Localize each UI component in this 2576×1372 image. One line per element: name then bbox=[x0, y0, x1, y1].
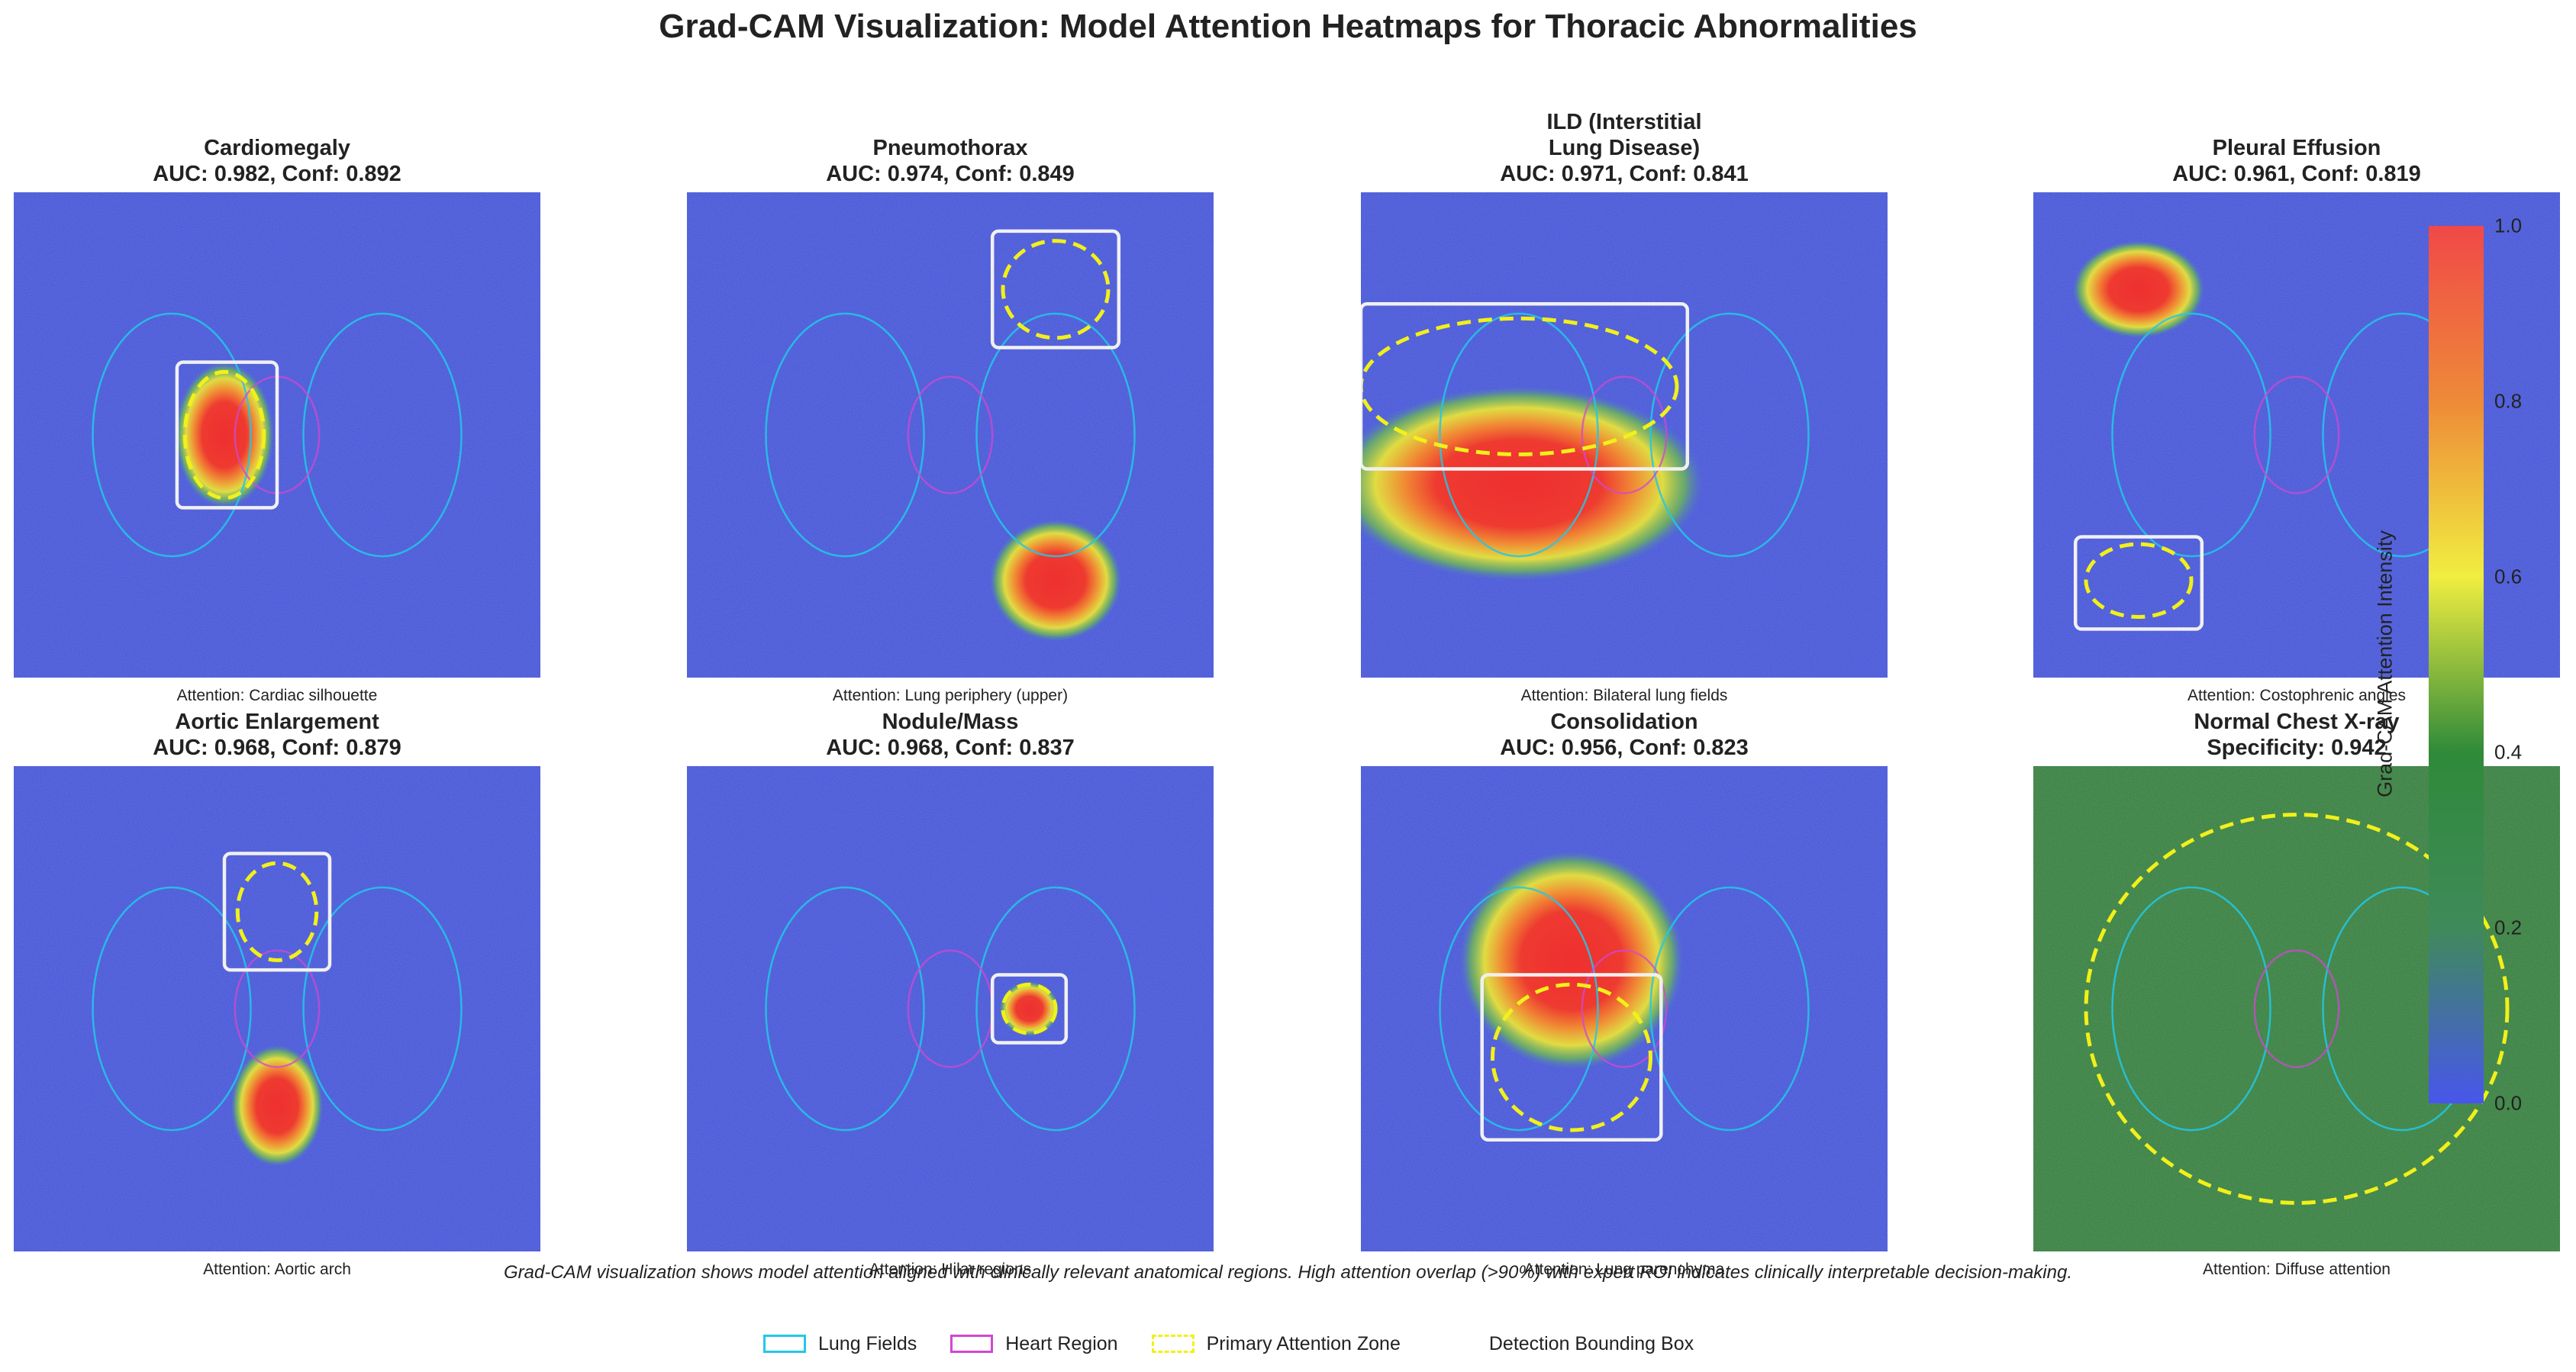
panel-title: Consolidation bbox=[1550, 710, 1698, 734]
heart-outline bbox=[2253, 949, 2340, 1068]
right-lung-outline bbox=[302, 886, 463, 1132]
attention-hotspot bbox=[999, 981, 1059, 1036]
panel-title: Aortic Enlargement bbox=[175, 710, 379, 734]
colorbar-tick-label: 0.8 bbox=[2494, 389, 2523, 413]
left-lung-outline bbox=[1439, 312, 1599, 558]
left-lung-outline bbox=[765, 886, 925, 1132]
primary-attention-zone bbox=[182, 369, 266, 501]
legend-item-bounding-box: Detection Bounding Box bbox=[1433, 1332, 1694, 1355]
legend-item-heart-region: Heart Region bbox=[950, 1332, 1118, 1355]
detection-bounding-box bbox=[1480, 973, 1663, 1142]
heart-region-legend-swatch bbox=[950, 1335, 994, 1353]
colorbar-label: Grad-CAM Attention Intensity bbox=[2373, 530, 2397, 797]
legend: Lung Fields Heart Region Primary Attenti… bbox=[763, 1331, 1694, 1357]
bounding-box-legend-swatch bbox=[1433, 1335, 1477, 1353]
legend-label: Detection Bounding Box bbox=[1488, 1332, 1694, 1354]
detection-bounding-box bbox=[990, 229, 1121, 349]
panel-metrics: Specificity: 0.942 bbox=[2207, 736, 2387, 760]
right-lung-outline bbox=[302, 312, 463, 558]
heart-outline bbox=[1581, 375, 1668, 494]
heatmap-plot bbox=[1361, 192, 1888, 678]
right-lung-outline bbox=[1649, 312, 1810, 558]
colorbar-tick-label: 0.2 bbox=[2494, 916, 2523, 939]
noise-texture bbox=[14, 766, 540, 1251]
lung-fields-legend-swatch bbox=[763, 1335, 806, 1353]
panel-caption: Attention: Hilar regions bbox=[869, 1261, 1032, 1278]
detection-bounding-box bbox=[175, 360, 279, 510]
primary-attention-zone bbox=[1491, 982, 1652, 1132]
attention-hotspot bbox=[989, 520, 1122, 642]
heart-outline bbox=[234, 949, 321, 1068]
heatmap-plot bbox=[14, 766, 540, 1251]
colorbar-tick-label: 0.4 bbox=[2494, 740, 2523, 764]
panel-caption: Attention: Aortic arch bbox=[203, 1261, 351, 1278]
panel-metrics: AUC: 0.971, Conf: 0.841 bbox=[1500, 162, 1749, 186]
attention-hotspot bbox=[175, 362, 274, 508]
noise-texture bbox=[687, 766, 1214, 1251]
primary-attention-zone bbox=[2084, 542, 2194, 619]
colorbar-tick-label: 0.6 bbox=[2494, 565, 2523, 588]
panel-metrics: AUC: 0.974, Conf: 0.849 bbox=[826, 162, 1075, 186]
left-lung-outline bbox=[2111, 886, 2271, 1132]
panel-caption: Attention: Diffuse attention bbox=[2203, 1261, 2391, 1278]
legend-item-lung-fields: Lung Fields bbox=[763, 1333, 917, 1355]
attention-hotspot bbox=[1361, 386, 1704, 581]
primary-attention-zone bbox=[1001, 239, 1111, 340]
panel-title: Cardiomegaly bbox=[204, 136, 350, 160]
detection-bounding-box bbox=[1361, 302, 1690, 471]
heatmap-plot bbox=[14, 192, 540, 678]
attention-zone-legend-swatch bbox=[1151, 1335, 1195, 1353]
left-lung-outline bbox=[2111, 312, 2271, 558]
panel-title: Pleural Effusion bbox=[2212, 136, 2381, 160]
colorbar-tick-label: 1.0 bbox=[2494, 214, 2523, 237]
panel-metrics: AUC: 0.968, Conf: 0.879 bbox=[153, 736, 401, 760]
panel-caption: Attention: Cardiac silhouette bbox=[176, 687, 378, 704]
panel-title: Normal Chest X-ray bbox=[2194, 710, 2400, 734]
left-lung-outline bbox=[765, 312, 925, 558]
heart-outline bbox=[907, 375, 994, 494]
primary-attention-zone bbox=[235, 861, 319, 962]
left-lung-outline bbox=[92, 886, 252, 1132]
panel-metrics: AUC: 0.968, Conf: 0.837 bbox=[826, 736, 1075, 760]
panel-metrics: AUC: 0.956, Conf: 0.823 bbox=[1500, 736, 1749, 760]
left-lung-outline bbox=[1439, 886, 1599, 1132]
heatmap-plot bbox=[687, 766, 1214, 1251]
attention-hotspot bbox=[2072, 240, 2205, 338]
figure-title: Grad-CAM Visualization: Model Attention … bbox=[659, 8, 1917, 45]
panel-title: ILD (Interstitial bbox=[1546, 110, 1702, 134]
primary-attention-zone bbox=[1001, 982, 1058, 1035]
right-lung-outline bbox=[1649, 886, 1810, 1132]
legend-item-attention-zone: Primary Attention Zone bbox=[1151, 1332, 1401, 1355]
panel-caption: Attention: Lung periphery (upper) bbox=[832, 687, 1069, 704]
legend-label: Lung Fields bbox=[818, 1332, 917, 1354]
panel-metrics: AUC: 0.961, Conf: 0.819 bbox=[2172, 162, 2421, 186]
primary-attention-zone bbox=[1361, 316, 1679, 456]
colorbar-tick-label: 0.0 bbox=[2494, 1091, 2523, 1115]
attention-hotspot bbox=[1459, 851, 1684, 1070]
heatmap-plot bbox=[1361, 766, 1888, 1251]
primary-attention-zone bbox=[2084, 813, 2510, 1205]
detection-bounding-box bbox=[222, 852, 332, 972]
panel-caption: Attention: Costophrenic angles bbox=[2187, 687, 2406, 704]
panel-caption: Attention: Bilateral lung fields bbox=[1520, 687, 1728, 704]
colorbar bbox=[2429, 226, 2484, 1103]
heatmap-plot bbox=[687, 192, 1214, 678]
heart-outline bbox=[1581, 949, 1668, 1068]
panel-metrics: AUC: 0.982, Conf: 0.892 bbox=[153, 162, 401, 186]
left-lung-outline bbox=[92, 312, 252, 558]
heart-outline bbox=[2253, 375, 2340, 494]
detection-bounding-box bbox=[2073, 535, 2204, 631]
noise-texture bbox=[687, 192, 1214, 678]
legend-label: Primary Attention Zone bbox=[1206, 1332, 1401, 1354]
panel-title: Pneumothorax bbox=[872, 136, 1028, 160]
right-lung-outline bbox=[975, 886, 1136, 1132]
panel-title: Nodule/Mass bbox=[882, 710, 1019, 734]
detection-bounding-box bbox=[990, 973, 1069, 1045]
right-lung-outline bbox=[975, 312, 1136, 558]
footnote: Grad-CAM visualization shows model atten… bbox=[504, 1262, 2072, 1283]
panel-title: Lung Disease) bbox=[1548, 136, 1701, 160]
panel-caption: Attention: Lung parenchyma bbox=[1523, 1261, 1725, 1278]
attention-hotspot bbox=[231, 1045, 324, 1167]
legend-label: Heart Region bbox=[1005, 1332, 1118, 1354]
